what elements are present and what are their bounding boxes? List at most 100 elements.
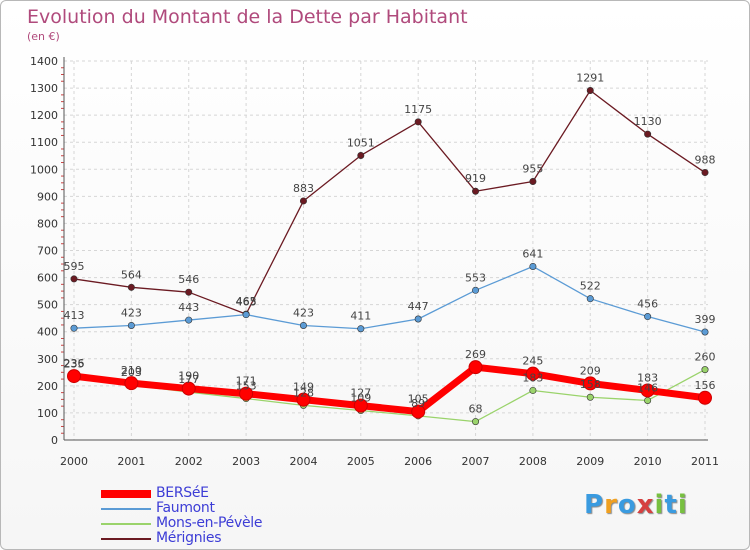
data-point [472,187,480,195]
y-tick-label: 900 [37,190,58,203]
data-label: 183 [522,371,543,384]
data-label: 245 [522,355,543,368]
data-label: 399 [695,313,716,326]
data-label: 595 [64,260,85,273]
y-tick-label: 1100 [30,136,58,149]
y-tick-label: 600 [37,272,58,285]
data-point [414,118,422,126]
data-point [70,275,78,283]
x-tick-label: 2000 [60,455,88,468]
data-point [529,177,537,185]
y-tick-label: 1000 [30,163,58,176]
x-tick-label: 2006 [404,455,432,468]
legend-label: Mérignies [156,530,222,546]
data-point [640,383,655,398]
data-point [586,87,594,95]
data-point [698,390,712,405]
data-point [127,321,135,329]
y-tick-label: 300 [37,353,58,366]
y-tick-label: 100 [37,407,58,420]
data-point [181,381,196,396]
data-point [67,369,81,384]
data-label: 183 [637,371,658,384]
data-label: 156 [695,379,716,392]
y-tick-label: 400 [37,326,58,339]
data-label: 209 [580,364,601,377]
y-tick-label: 800 [37,217,58,230]
logo-letter: o [617,490,637,520]
data-label: 546 [178,273,199,286]
x-tick-label: 2009 [576,455,604,468]
data-point [644,313,652,321]
data-labels: 595 564 546 465 883 1051 1175 919 955 1291 1130 988… [64,72,716,416]
data-label: 105 [408,393,429,406]
data-label: 171 [236,375,257,388]
data-point [701,169,709,177]
data-point [472,418,480,426]
proxiti-logo: Proxiti [584,490,688,520]
logo-letter: x [636,490,655,520]
data-label: 269 [465,348,486,361]
y-tick-label: 0 [51,434,58,447]
x-tick-label: 2008 [519,455,547,468]
data-point [529,262,537,270]
data-label: 190 [178,370,199,383]
logo-letter: i [677,490,688,520]
data-label: 68 [469,403,483,416]
data-label: 955 [522,162,543,175]
x-tick-label: 2010 [634,455,662,468]
data-point [127,283,135,291]
data-label: 146 [637,381,658,394]
legend-label: Mons-en-Pévèle [156,515,263,531]
data-label: 260 [695,351,716,364]
data-label: 522 [580,280,601,293]
x-tick-label: 2005 [347,455,375,468]
data-label: 443 [178,301,199,314]
y-tick-label: 500 [37,299,58,312]
data-point [353,398,368,413]
y-tick-label: 200 [37,380,58,393]
series-line-3 [73,363,706,416]
data-point [242,311,250,319]
data-point [472,286,480,294]
data-label: 564 [121,268,142,281]
data-label: 109 [350,391,371,404]
data-label: 153 [236,380,257,393]
data-point [296,392,311,407]
legend-label: Faumont [156,500,215,516]
data-point [411,404,426,419]
data-label: 1291 [576,72,604,85]
data-label: 1130 [634,115,662,128]
data-label: 456 [637,298,658,311]
data-point [185,288,193,296]
data-point [525,366,540,381]
data-label: 988 [695,154,716,167]
data-label: 883 [293,182,314,195]
axes: 0 100 200 300 400 500 600 700 800 900 1000 1100 1200… [30,55,719,468]
data-label: 177 [178,373,199,386]
series-line-2 [73,369,706,423]
logo-letter: t [664,490,678,520]
data-label: 210 [121,364,142,377]
data-label: 413 [64,309,85,322]
data-label: 411 [350,310,371,323]
x-tick-label: 2003 [232,455,260,468]
data-point [468,360,483,375]
data-label: 641 [522,247,543,260]
data-label: 447 [408,300,429,313]
data-label: 553 [465,271,486,284]
data-point [586,393,594,401]
data-label: 158 [580,378,601,391]
legend-swatch [101,490,151,498]
chart-subtitle: (en €) [27,30,60,43]
series-line-0 [73,89,706,315]
data-point [414,315,422,323]
data-point [701,366,709,374]
data-point [299,321,307,329]
x-tick-label: 2007 [462,455,490,468]
x-tick-label: 2004 [289,455,317,468]
x-tick-label: 2002 [175,455,203,468]
y-tick-label: 1400 [30,55,58,68]
